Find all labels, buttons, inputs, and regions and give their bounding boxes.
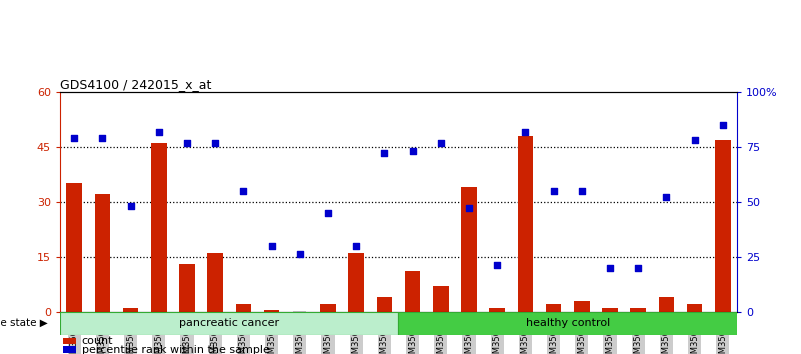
Bar xyxy=(461,187,477,312)
Point xyxy=(237,188,250,194)
Point xyxy=(575,188,588,194)
Point xyxy=(660,195,673,200)
Bar xyxy=(264,310,280,312)
Bar xyxy=(398,312,737,335)
Text: disease state ▶: disease state ▶ xyxy=(0,318,48,328)
Text: GDS4100 / 242015_x_at: GDS4100 / 242015_x_at xyxy=(60,78,211,91)
Bar xyxy=(574,301,590,312)
Bar xyxy=(376,297,392,312)
Point xyxy=(604,265,617,270)
Point xyxy=(350,243,363,249)
Bar xyxy=(489,308,505,312)
Bar xyxy=(179,264,195,312)
Point xyxy=(293,252,306,257)
Point xyxy=(434,140,447,145)
Bar xyxy=(207,253,223,312)
Text: healthy control: healthy control xyxy=(525,318,610,328)
Bar xyxy=(60,312,398,335)
Point xyxy=(688,137,701,143)
Bar xyxy=(95,194,110,312)
Text: count: count xyxy=(82,336,113,346)
Bar xyxy=(545,304,562,312)
Text: pancreatic cancer: pancreatic cancer xyxy=(179,318,280,328)
Bar xyxy=(235,304,252,312)
Bar xyxy=(715,139,731,312)
Bar xyxy=(63,338,75,344)
Point xyxy=(152,129,165,135)
Bar xyxy=(630,308,646,312)
Bar xyxy=(151,143,167,312)
Point xyxy=(547,188,560,194)
Bar xyxy=(320,304,336,312)
Bar xyxy=(123,308,139,312)
Point xyxy=(96,135,109,141)
Point xyxy=(265,243,278,249)
Point xyxy=(209,140,222,145)
Bar xyxy=(658,297,674,312)
Point xyxy=(519,129,532,135)
Bar xyxy=(348,253,364,312)
Bar xyxy=(405,271,421,312)
Bar xyxy=(433,286,449,312)
Point xyxy=(632,265,645,270)
Point xyxy=(321,210,334,216)
Point xyxy=(124,203,137,209)
Point xyxy=(378,151,391,156)
Point xyxy=(68,135,81,141)
Point xyxy=(180,140,193,145)
Point xyxy=(463,206,476,211)
Bar xyxy=(517,136,533,312)
Bar xyxy=(687,304,702,312)
Bar xyxy=(66,183,82,312)
Text: percentile rank within the sample: percentile rank within the sample xyxy=(82,345,270,354)
Bar xyxy=(63,346,75,353)
Point xyxy=(491,263,504,268)
Point xyxy=(406,148,419,154)
Bar xyxy=(602,308,618,312)
Point xyxy=(716,122,729,128)
